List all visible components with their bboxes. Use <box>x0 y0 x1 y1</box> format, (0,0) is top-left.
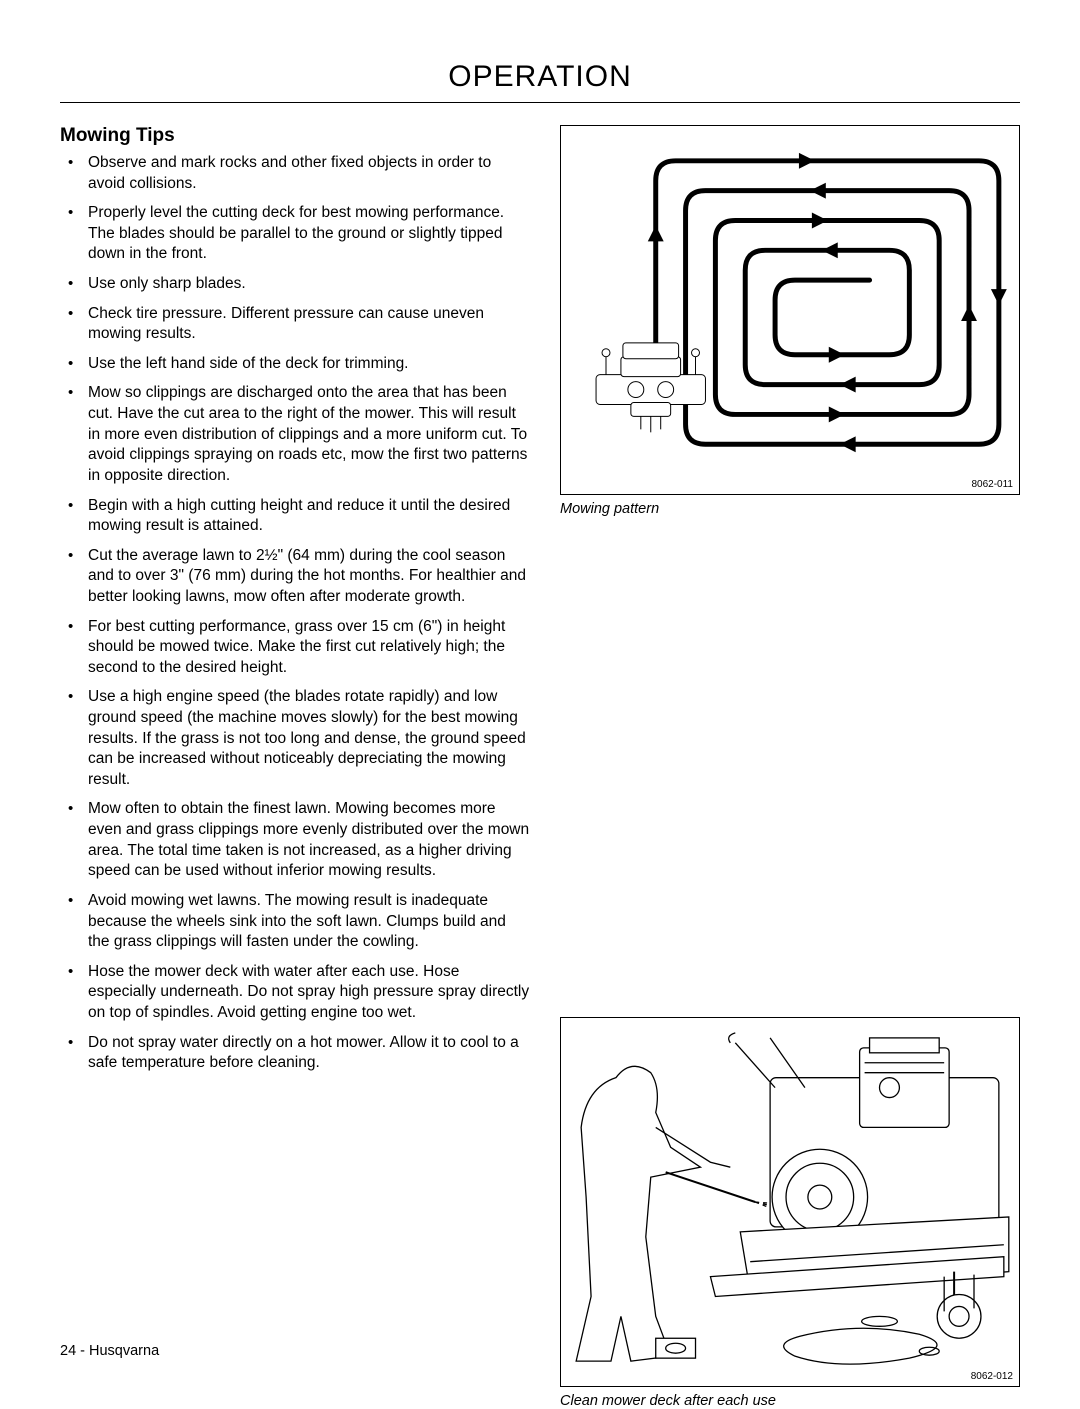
tips-list: Observe and mark rocks and other fixed o… <box>60 153 530 1074</box>
list-item: Do not spray water directly on a hot mow… <box>60 1033 530 1074</box>
list-item: Mow often to obtain the finest lawn. Mow… <box>60 799 530 881</box>
list-item: Use only sharp blades. <box>60 274 530 295</box>
list-item: Use the left hand side of the deck for t… <box>60 354 530 375</box>
content-columns: Mowing Tips Observe and mark rocks and o… <box>60 125 1020 1409</box>
section-heading: Mowing Tips <box>60 125 530 147</box>
mowing-pattern-diagram <box>561 126 1019 494</box>
list-item: Avoid mowing wet lawns. The mowing resul… <box>60 891 530 953</box>
list-item: Properly level the cutting deck for best… <box>60 203 530 265</box>
list-item: For best cutting performance, grass over… <box>60 617 530 679</box>
right-column: 8062-011 Mowing pattern <box>560 125 1020 1409</box>
list-item: Hose the mower deck with water after eac… <box>60 962 530 1024</box>
list-item: Begin with a high cutting height and red… <box>60 496 530 537</box>
figure-clean-deck: 8062-012 <box>560 1017 1020 1387</box>
figure-number: 8062-012 <box>971 1371 1013 1382</box>
list-item: Use a high engine speed (the blades rota… <box>60 687 530 790</box>
list-item: Mow so clippings are discharged onto the… <box>60 383 530 486</box>
list-item: Check tire pressure. Different pressure … <box>60 304 530 345</box>
clean-deck-diagram <box>561 1018 1019 1386</box>
figure-caption: Clean mower deck after each use <box>560 1393 1020 1409</box>
list-item: Observe and mark rocks and other fixed o… <box>60 153 530 194</box>
figure-mowing-pattern: 8062-011 <box>560 125 1020 495</box>
page-footer: 24 - Husqvarna <box>60 1343 159 1359</box>
list-item: Cut the average lawn to 2½" (64 mm) duri… <box>60 546 530 608</box>
figure-caption: Mowing pattern <box>560 501 1020 517</box>
figure-number: 8062-011 <box>971 479 1013 490</box>
left-column: Mowing Tips Observe and mark rocks and o… <box>60 125 530 1409</box>
page-title: OPERATION <box>60 60 1020 103</box>
